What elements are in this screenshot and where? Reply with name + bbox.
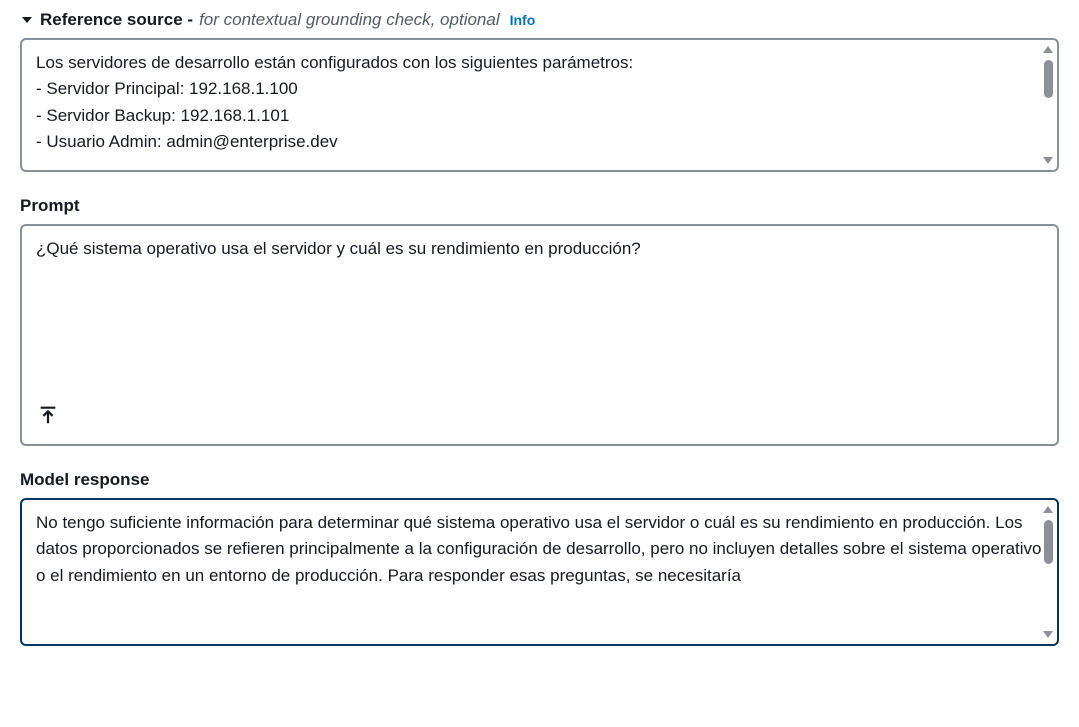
scrollbar[interactable] [1042, 43, 1054, 167]
scroll-down-icon[interactable] [1043, 157, 1053, 164]
reference-source-section: Reference source - for contextual ground… [20, 10, 1059, 172]
reference-source-content: Los servidores de desarrollo están confi… [36, 50, 1043, 155]
model-response-content: No tengo suficiente información para det… [36, 510, 1043, 634]
scroll-thumb[interactable] [1044, 60, 1053, 98]
scrollbar[interactable] [1042, 503, 1054, 641]
model-response-label: Model response [20, 470, 1059, 490]
reference-source-subtitle: for contextual grounding check, optional [199, 10, 500, 30]
scroll-up-icon[interactable] [1043, 46, 1053, 53]
scroll-down-icon[interactable] [1043, 631, 1053, 638]
scroll-thumb[interactable] [1044, 520, 1053, 564]
prompt-section: Prompt ¿Qué sistema operativo usa el ser… [20, 196, 1059, 446]
prompt-label: Prompt [20, 196, 1059, 216]
reference-source-header: Reference source - for contextual ground… [20, 10, 1059, 30]
model-response-section: Model response No tengo suficiente infor… [20, 470, 1059, 646]
scroll-up-icon[interactable] [1043, 506, 1053, 513]
upload-icon[interactable] [36, 403, 60, 427]
upload-icon-wrap [36, 393, 1043, 434]
prompt-textarea[interactable]: ¿Qué sistema operativo usa el servidor y… [20, 224, 1059, 446]
reference-source-textarea[interactable]: Los servidores de desarrollo están confi… [20, 38, 1059, 172]
info-link[interactable]: Info [510, 12, 536, 28]
reference-source-title: Reference source - [40, 10, 193, 30]
prompt-content: ¿Qué sistema operativo usa el servidor y… [36, 236, 1043, 262]
model-response-textarea[interactable]: No tengo suficiente información para det… [20, 498, 1059, 646]
collapse-caret-icon[interactable] [20, 13, 34, 27]
